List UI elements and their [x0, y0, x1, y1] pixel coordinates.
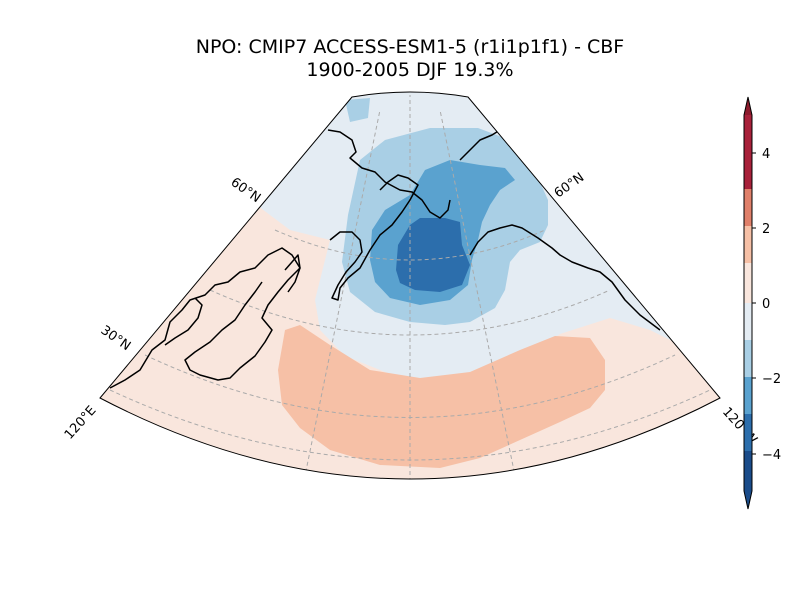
- map-boundary: [99, 91, 721, 480]
- graticule: [109, 95, 711, 479]
- colorbar-tick-label: −2: [762, 372, 781, 387]
- colorbar-bin-neg4-neg3: [744, 414, 752, 451]
- colorbar-bin-lt-neg4: [744, 451, 752, 491]
- colorbar-ticks: [752, 152, 756, 455]
- colorbar-extend-top: [744, 97, 752, 115]
- label-lat60-right: 60°N: [552, 170, 587, 201]
- contour-band-neg2-neg1-small: [345, 98, 370, 122]
- coastline-asia: [109, 247, 301, 389]
- colorbar: 4 2 0 −2 −4: [743, 96, 781, 510]
- colorbar-tick-label: 0: [762, 297, 770, 312]
- colorbar-tick-label: 2: [762, 222, 770, 237]
- coastline-sakhalin: [284, 254, 301, 293]
- label-lon-right: 120°W: [719, 405, 760, 448]
- colorbar-tick-label: 4: [762, 147, 770, 162]
- label-lon-left: 120°E: [62, 403, 100, 442]
- label-lat30-left: 30°N: [98, 323, 133, 354]
- map-panel: [100, 92, 720, 490]
- coastline-kamchatka: [329, 174, 419, 301]
- colorbar-extend-bottom: [744, 491, 752, 509]
- colorbar-bin-neg2-neg1: [744, 340, 752, 377]
- colorbar-bin-neg1-0: [744, 303, 752, 340]
- coastline-siberia-north: [327, 129, 451, 219]
- figure-title-line1: NPO: CMIP7 ACCESS-ESM1-5 (r1i1p1f1) - CB…: [196, 36, 624, 58]
- contour-band-1-2: [278, 325, 605, 468]
- graticule-lat60: [274, 229, 546, 261]
- graticule-lon-150w: [439, 109, 521, 479]
- colorbar-tick-label: −4: [762, 448, 781, 463]
- colorbar-bin-neg3-neg2: [744, 377, 752, 414]
- colorbar-bin-1-2: [744, 226, 752, 263]
- figure-title-line2: 1900-2005 DJF 19.3%: [306, 59, 513, 81]
- coastlines: [109, 129, 661, 490]
- colorbar-bin-3-4b: [744, 189, 752, 226]
- label-lat60-left: 60°N: [228, 175, 263, 206]
- coastline-alaska: [469, 224, 661, 331]
- coastline-japan: [164, 297, 203, 346]
- colorbar-bin-0-1: [744, 263, 752, 303]
- colorbar-outline: [743, 96, 753, 510]
- graticule-lon-150e: [299, 109, 381, 479]
- colorbar-bin-4-5: [744, 115, 752, 189]
- contour-band-neg4-neg3: [396, 218, 470, 292]
- coastline-hawaii: [518, 486, 540, 490]
